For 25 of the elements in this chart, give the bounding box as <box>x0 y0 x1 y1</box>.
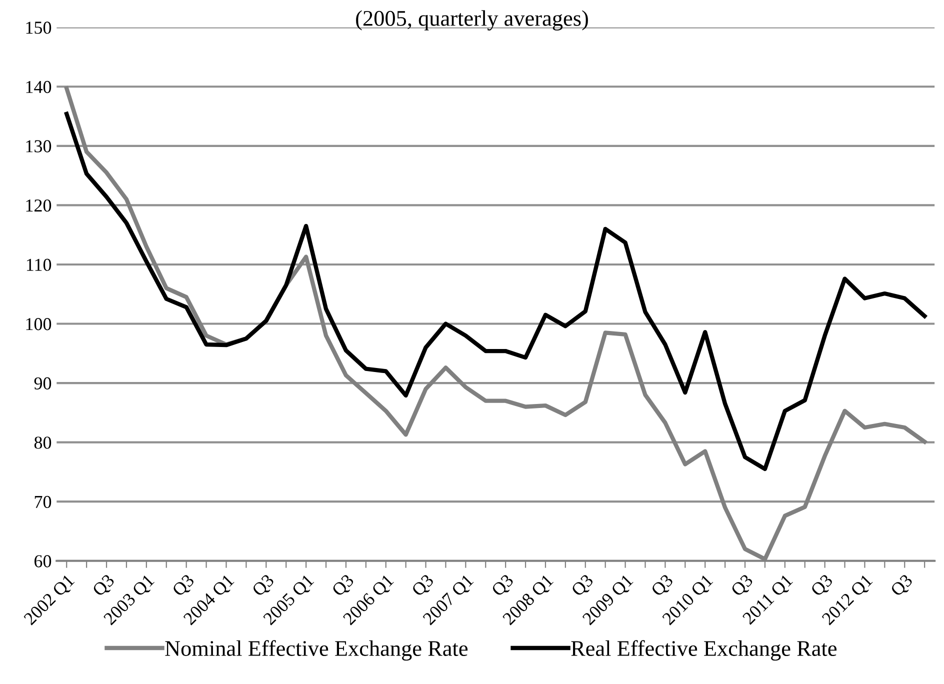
x-tick-label: Q3 <box>251 574 277 599</box>
y-tick-label: 140 <box>26 80 52 94</box>
y-tick-label: 120 <box>26 199 52 212</box>
line-series <box>64 112 927 472</box>
y-tick-label: 130 <box>26 140 52 152</box>
x-tick-label: Q3 <box>172 574 197 599</box>
x-tick-label: Q3 <box>411 574 436 599</box>
y-tick-label: 150 <box>26 22 52 34</box>
x-tick-label: Q3 <box>92 574 117 599</box>
y-tick-label: 80 <box>34 436 52 449</box>
chart-title: (2005, quarterly averages) <box>356 10 588 30</box>
x-tick-label: Q3 <box>570 574 596 599</box>
x-tick-label: Q3 <box>331 574 356 599</box>
x-tick-label: Q3 <box>490 574 516 599</box>
y-tick-label: 60 <box>34 555 52 568</box>
x-tick-label: Q3 <box>810 574 836 599</box>
y-tick-label: 100 <box>26 318 52 330</box>
legend-label: Nominal Effective Exchange Rate <box>165 640 468 661</box>
x-tick-label: Q3 <box>890 574 916 599</box>
y-tick-label: 90 <box>34 377 52 390</box>
y-tick-label: 110 <box>26 258 52 271</box>
x-tick-label: Q3 <box>650 574 676 599</box>
y-tick-label: 70 <box>34 496 52 508</box>
x-tick-label: Q3 <box>730 574 756 599</box>
legend-label: Real Effective Exchange Rate <box>571 640 837 661</box>
